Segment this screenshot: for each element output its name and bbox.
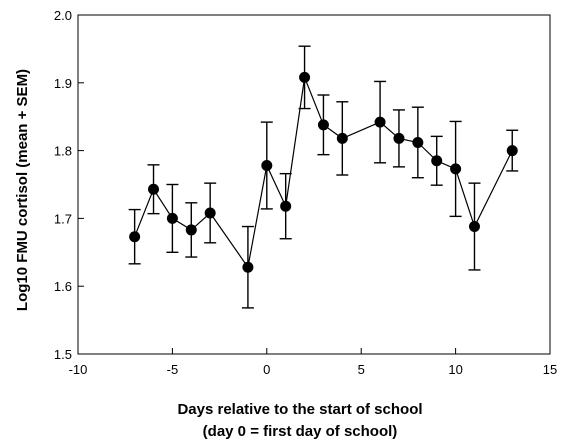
y-tick-label: 1.7: [54, 211, 72, 226]
x-axis-title: Days relative to the start of school: [177, 401, 422, 418]
data-point: [431, 155, 443, 167]
x-tick-label: -5: [167, 362, 179, 377]
data-point: [261, 160, 273, 172]
plot-frame: [77, 14, 551, 355]
data-point: [450, 163, 462, 175]
data-point: [148, 183, 160, 195]
x-tick-label: -10: [69, 362, 88, 377]
x-axis-ticks: -10 -5 0 5 10 15: [69, 348, 557, 377]
series-layer: [128, 45, 519, 309]
data-point: [393, 132, 405, 144]
data-point: [506, 145, 518, 157]
y-axis-title: Log10 FMU cortisol (mean + SEM): [14, 69, 31, 311]
x-tick-label: 10: [448, 362, 462, 377]
x-tick-label: 5: [358, 362, 365, 377]
data-point: [185, 224, 197, 236]
data-point: [317, 119, 329, 131]
data-point: [280, 200, 292, 212]
data-point: [166, 212, 178, 224]
data-point: [468, 221, 480, 233]
data-point: [299, 71, 311, 83]
x-tick-label: 0: [263, 362, 270, 377]
y-axis-ticks: 1.5 1.6 1.7 1.8 1.9 2.0: [54, 8, 84, 362]
data-point: [412, 136, 424, 148]
y-tick-label: 1.8: [54, 144, 72, 159]
data-point: [242, 261, 254, 273]
data-point: [204, 207, 216, 219]
data-point: [336, 132, 348, 144]
y-tick-label: 1.9: [54, 76, 72, 91]
y-tick-label: 1.5: [54, 347, 72, 362]
y-tick-label: 2.0: [54, 8, 72, 23]
y-tick-label: 1.6: [54, 279, 72, 294]
data-point: [374, 116, 386, 128]
x-tick-label: 15: [543, 362, 557, 377]
x-axis-title-line2: (day 0 = first day of school): [203, 423, 398, 440]
data-point: [129, 231, 141, 243]
